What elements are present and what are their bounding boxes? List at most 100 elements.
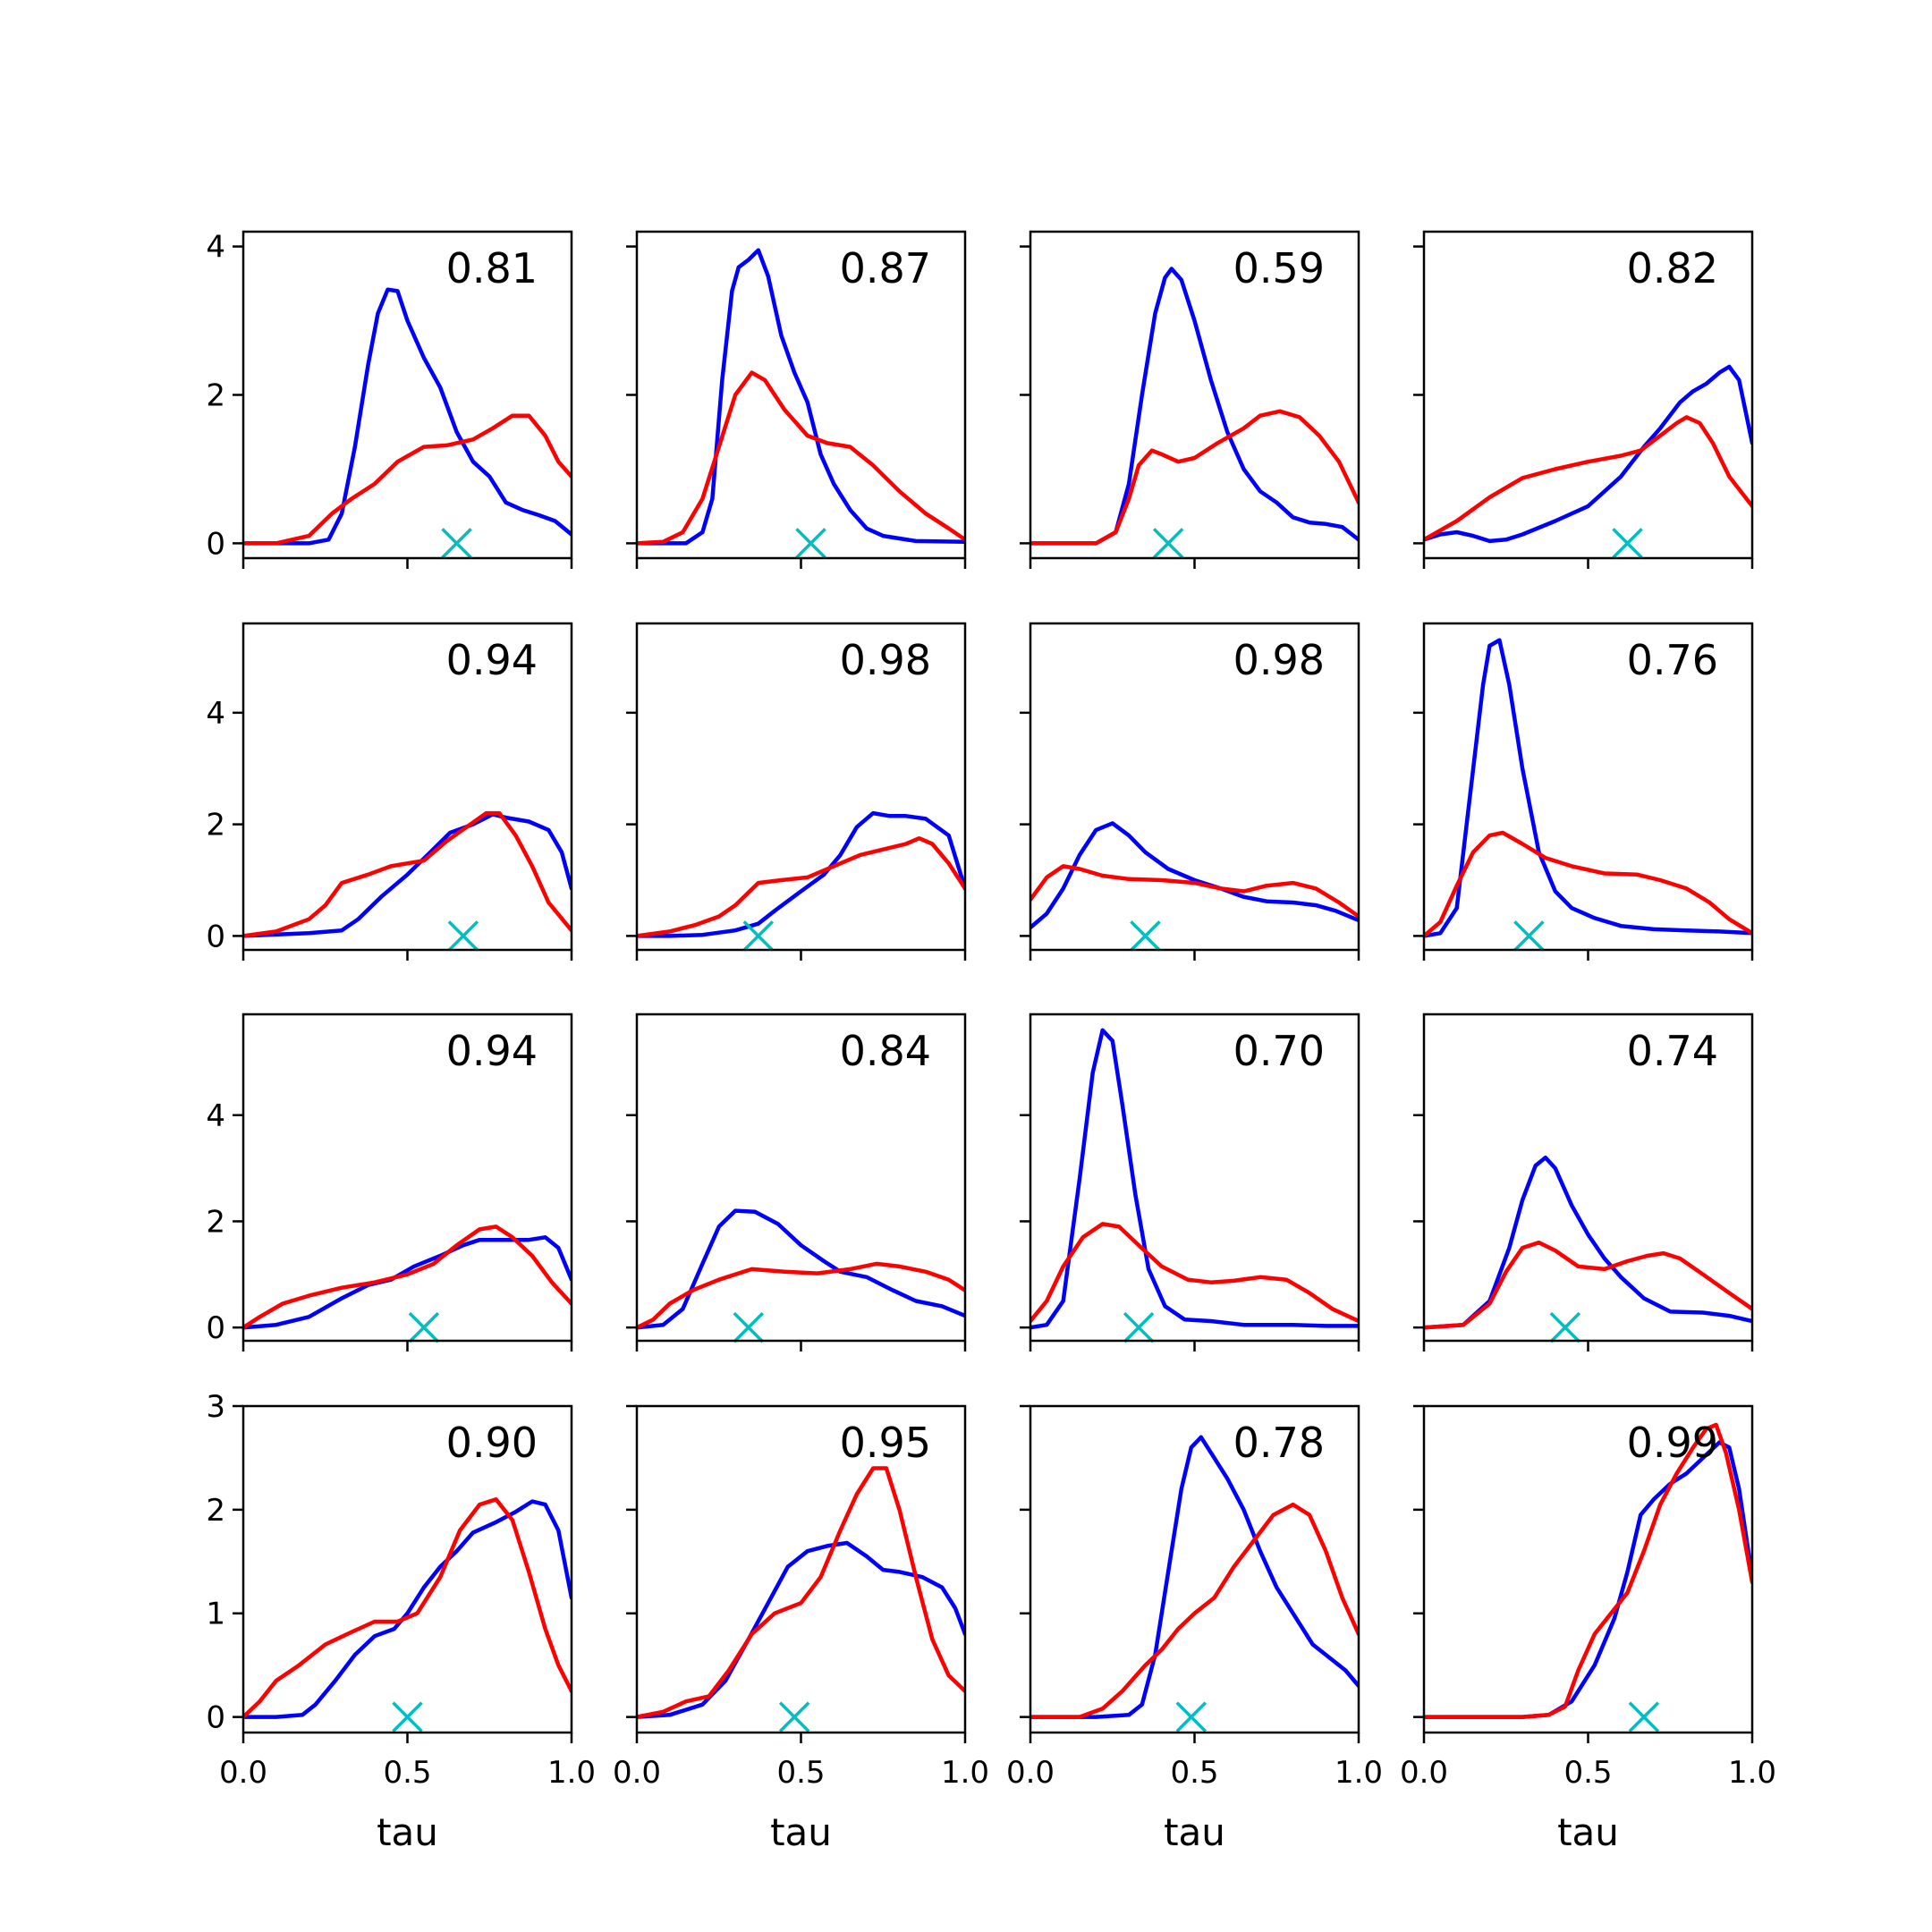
x-marker-stroke (441, 528, 472, 559)
panel-value-label: 0.87 (840, 244, 931, 292)
panel-value-label: 0.99 (1627, 1419, 1718, 1467)
red-density-curve (637, 1261, 965, 1330)
x-tick-label: 1.0 (941, 1755, 989, 1791)
blue-density-curve (1424, 638, 1752, 938)
x-marker-stroke (1612, 528, 1643, 559)
axes-frame (635, 1404, 967, 1734)
subplot-1: 0 2 4 0.81 (206, 230, 573, 569)
y-tick-label: 2 (206, 378, 225, 414)
x-marker (441, 528, 472, 559)
blue-density-curve (243, 812, 572, 938)
x-marker-stroke (778, 1701, 810, 1733)
blue-density-curve (1424, 1155, 1752, 1330)
red-density-curve (243, 1497, 572, 1719)
panel-value-label: 0.78 (1233, 1419, 1325, 1467)
y-tick-label: 1 (206, 1597, 225, 1632)
x-axis-label: tau (377, 1810, 438, 1854)
blue-density-curve (1030, 1028, 1359, 1330)
red-density-curve (243, 413, 572, 546)
panel-value-label: 0.90 (446, 1419, 538, 1467)
y-tick-label: 0 (206, 919, 225, 954)
x-marker (1123, 1311, 1155, 1343)
red-density-curve (243, 1224, 572, 1330)
x-marker (392, 1701, 423, 1733)
blue-density-curve (1424, 364, 1752, 544)
x-marker-stroke (1628, 1701, 1660, 1733)
axes-frame (242, 622, 573, 952)
x-marker (447, 920, 479, 952)
red-density-curve (1030, 1222, 1359, 1324)
axes-frame (1029, 230, 1360, 560)
x-tick-label: 0.0 (219, 1755, 267, 1791)
panel-value-label: 0.94 (446, 636, 538, 684)
subplot-10: 0.84 (626, 1013, 967, 1352)
y-tick-label: 0 (206, 1310, 225, 1346)
x-tick-label: 1.0 (1728, 1755, 1776, 1791)
panel-value-label: 0.84 (840, 1027, 931, 1075)
axes-frame (242, 230, 573, 560)
blue-density-curve (637, 810, 965, 938)
x-axis-label: tau (770, 1810, 832, 1854)
y-tick-label: 4 (206, 1098, 225, 1134)
subplot-13: 0 1 2 3 0.0 0.5 1.0 0.90 tau (206, 1389, 596, 1854)
x-marker (795, 528, 826, 559)
y-tick-label: 4 (206, 696, 225, 732)
panel-value-label: 0.70 (1233, 1027, 1325, 1075)
axes-frame (1422, 1404, 1754, 1734)
axes-frame (635, 622, 967, 952)
panel-value-label: 0.98 (1233, 636, 1325, 684)
x-marker (1513, 920, 1545, 952)
x-marker-stroke (1549, 1311, 1581, 1343)
blue-density-curve (243, 1499, 572, 1719)
x-marker-stroke (408, 1311, 440, 1343)
subplot-15: 0.0 0.5 1.0 0.78 tau (1006, 1404, 1383, 1854)
red-density-curve (1424, 830, 1752, 938)
x-marker-stroke (733, 1311, 765, 1343)
axes-frame (242, 1404, 573, 1734)
y-tick-label: 2 (206, 808, 225, 843)
x-tick-label: 0.0 (1006, 1755, 1055, 1791)
panel-value-label: 0.98 (840, 636, 931, 684)
panel-value-label: 0.81 (446, 244, 538, 292)
red-density-curve (637, 835, 965, 938)
red-density-curve (1424, 415, 1752, 542)
blue-density-curve (1424, 1440, 1752, 1719)
x-marker-stroke (795, 528, 826, 559)
subplot-2: 0.87 (626, 230, 967, 569)
y-tick-label: 2 (206, 1204, 225, 1240)
x-tick-label: 0.5 (776, 1755, 825, 1791)
subplot-11: 0.70 (1020, 1013, 1360, 1352)
y-tick-label: 3 (206, 1389, 225, 1425)
x-marker (1628, 1701, 1660, 1733)
x-tick-label: 0.5 (383, 1755, 431, 1791)
x-tick-label: 0.0 (1400, 1755, 1448, 1791)
axes-frame (1422, 622, 1754, 952)
subplot-8: 0.76 (1413, 622, 1754, 961)
axes-frame (1029, 1013, 1360, 1343)
red-density-curve (243, 810, 572, 938)
x-marker-stroke (392, 1701, 423, 1733)
x-marker (1152, 528, 1184, 559)
subplot-7: 0.98 (1020, 622, 1360, 961)
axes-frame (1029, 622, 1360, 952)
red-density-curve (637, 1466, 965, 1719)
panel-value-label: 0.94 (446, 1027, 538, 1075)
x-marker (1612, 528, 1643, 559)
red-density-curve (1030, 409, 1359, 546)
x-marker (1175, 1701, 1208, 1733)
x-marker (733, 1311, 765, 1343)
x-axis-label: tau (1164, 1810, 1225, 1854)
y-tick-label: 0 (206, 1700, 225, 1736)
panel-value-label: 0.95 (840, 1419, 931, 1467)
axes-frame (635, 230, 967, 560)
subplot-4: 0.82 (1413, 230, 1754, 569)
x-marker-stroke (1175, 1701, 1208, 1733)
subplot-14: 0.0 0.5 1.0 0.95 tau (613, 1404, 989, 1854)
x-marker-stroke (447, 920, 479, 952)
x-axis-label: tau (1557, 1810, 1619, 1854)
red-density-curve (1030, 864, 1359, 919)
y-tick-label: 0 (206, 526, 225, 562)
blue-density-curve (637, 1208, 965, 1330)
x-tick-label: 0.0 (613, 1755, 661, 1791)
panel-value-label: 0.74 (1627, 1027, 1718, 1075)
